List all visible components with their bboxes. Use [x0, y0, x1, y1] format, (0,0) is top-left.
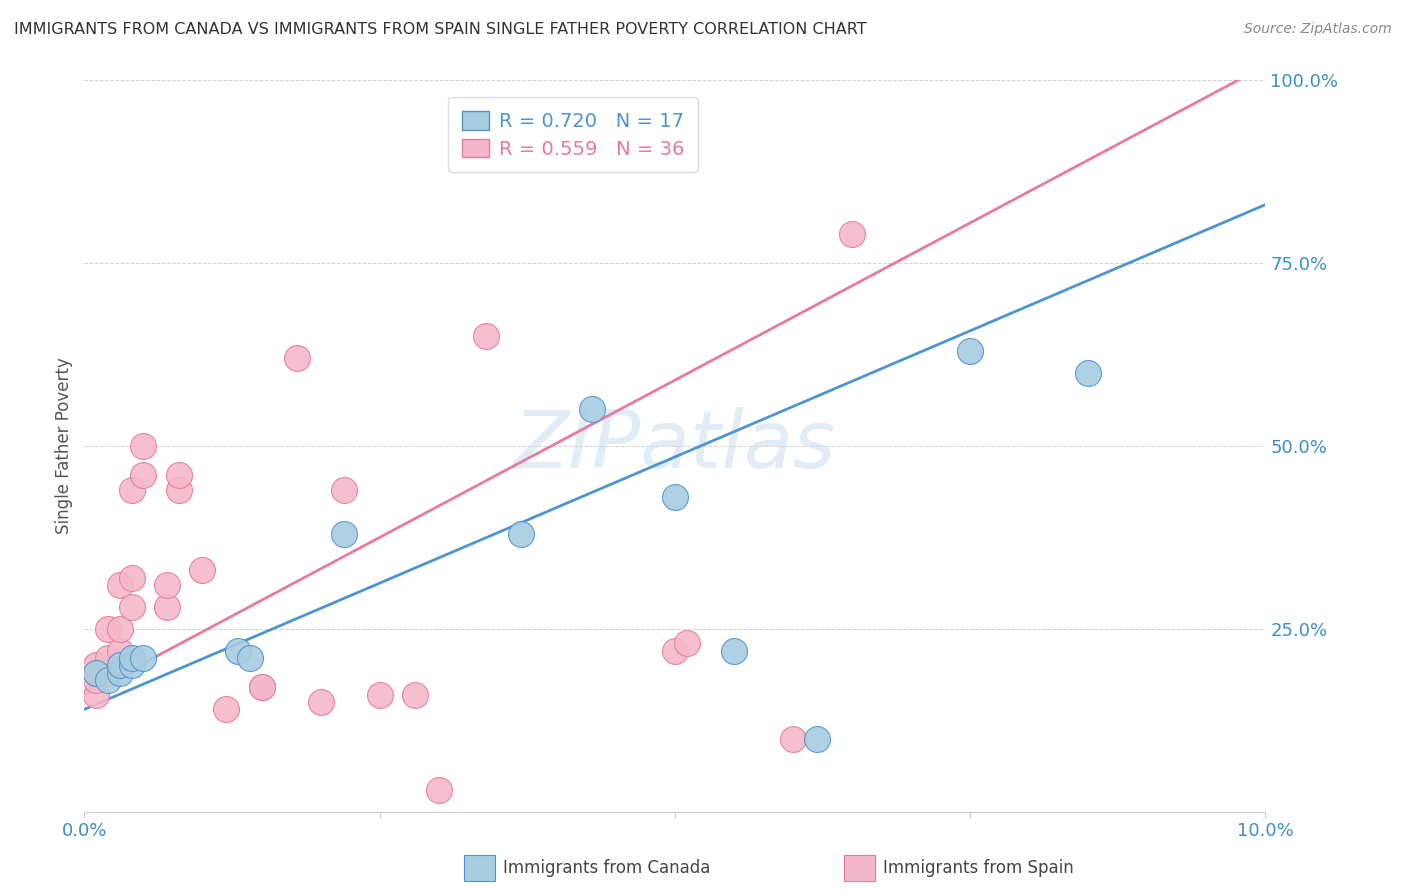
Text: Immigrants from Canada: Immigrants from Canada	[503, 859, 710, 877]
Point	[333, 526, 356, 541]
Point	[664, 644, 686, 658]
Text: Immigrants from Spain: Immigrants from Spain	[883, 859, 1074, 877]
Point	[581, 402, 603, 417]
Point	[675, 636, 697, 650]
Point	[132, 439, 155, 453]
Point	[959, 343, 981, 358]
Point	[239, 651, 262, 665]
Point	[121, 599, 143, 614]
Point	[108, 644, 131, 658]
Point	[121, 658, 143, 673]
Point	[285, 351, 308, 366]
Point	[156, 578, 179, 592]
Point	[121, 483, 143, 497]
Point	[108, 665, 131, 680]
Point	[108, 622, 131, 636]
Text: IMMIGRANTS FROM CANADA VS IMMIGRANTS FROM SPAIN SINGLE FATHER POVERTY CORRELATIO: IMMIGRANTS FROM CANADA VS IMMIGRANTS FRO…	[14, 22, 866, 37]
Point	[97, 622, 120, 636]
Point	[121, 651, 143, 665]
Point	[84, 665, 107, 680]
Point	[121, 571, 143, 585]
Point	[475, 329, 498, 343]
Point	[84, 688, 107, 702]
Point	[156, 599, 179, 614]
Point	[368, 688, 391, 702]
Legend: R = 0.720   N = 17, R = 0.559   N = 36: R = 0.720 N = 17, R = 0.559 N = 36	[449, 97, 697, 172]
Point	[132, 651, 155, 665]
Point	[723, 644, 745, 658]
Point	[309, 695, 332, 709]
Point	[108, 658, 131, 673]
Point	[1088, 59, 1111, 73]
Point	[333, 483, 356, 497]
Point	[1101, 59, 1123, 73]
Point	[97, 665, 120, 680]
Y-axis label: Single Father Poverty: Single Father Poverty	[55, 358, 73, 534]
Point	[250, 681, 273, 695]
Point	[215, 702, 238, 716]
Text: Source: ZipAtlas.com: Source: ZipAtlas.com	[1244, 22, 1392, 37]
Point	[404, 688, 426, 702]
Point	[664, 490, 686, 504]
Point	[132, 468, 155, 483]
Point	[841, 227, 863, 241]
Point	[108, 578, 131, 592]
Point	[782, 731, 804, 746]
Text: ZIPatlas: ZIPatlas	[513, 407, 837, 485]
Point	[84, 673, 107, 687]
Point	[167, 483, 190, 497]
Point	[97, 651, 120, 665]
Point	[250, 681, 273, 695]
Point	[806, 731, 828, 746]
Point	[84, 665, 107, 680]
Point	[84, 658, 107, 673]
Point	[226, 644, 249, 658]
Point	[167, 468, 190, 483]
Point	[191, 563, 214, 577]
Point	[97, 673, 120, 687]
Point	[1077, 366, 1099, 380]
Point	[510, 526, 533, 541]
Point	[427, 782, 450, 797]
